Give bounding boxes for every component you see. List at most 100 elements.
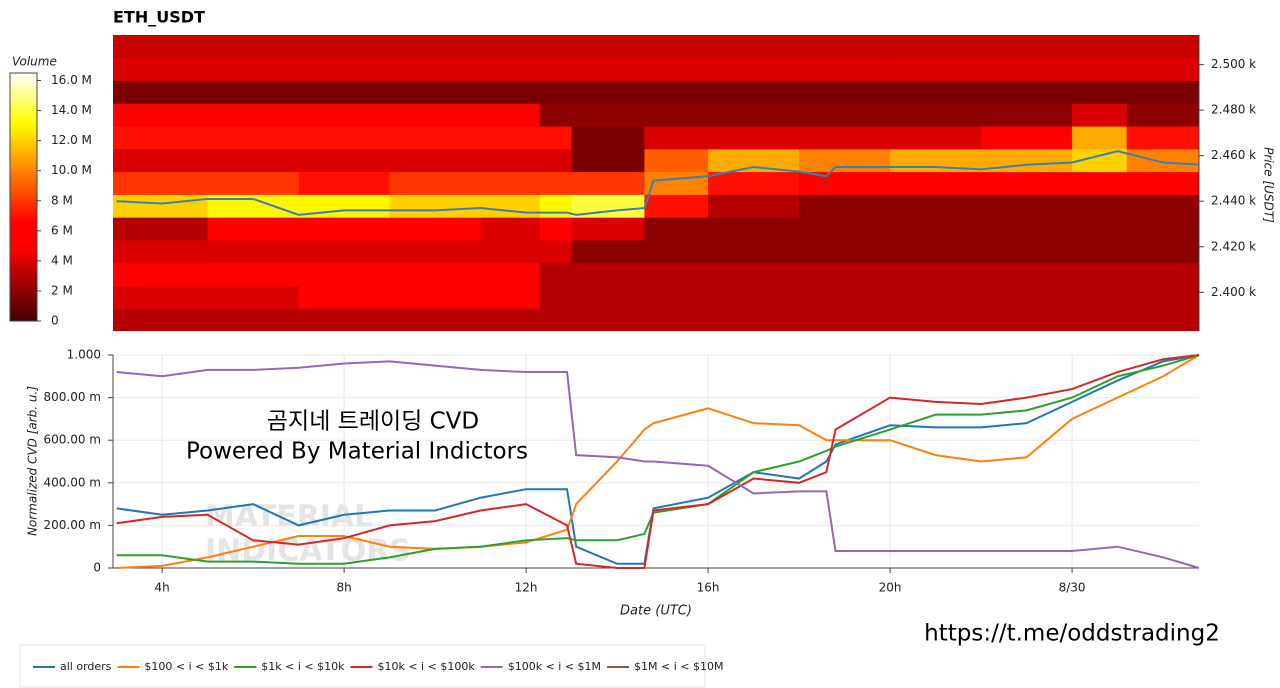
heat-cell [389,308,482,331]
heat-cell [207,194,300,218]
x-tick-label: 4h [155,581,170,595]
watermark: MATERIAL [205,500,373,535]
legend-label: $100k < i < $1M [508,660,601,673]
heat-cell [1072,194,1128,218]
heat-cell [644,239,709,264]
y-tick-label: 1.000 [67,348,101,362]
heat-cell [799,80,891,104]
legend-label: $1M < i < $10M [634,660,723,673]
heat-cell [298,80,391,104]
heat-cell [1072,35,1128,59]
heat-cell [1126,171,1199,195]
heat-cell [480,308,541,331]
heat-cell [571,171,645,195]
heat-cell [1072,126,1128,150]
heat-cell [571,217,645,241]
heat-cell [644,35,709,59]
heat-cell [981,103,1073,127]
heat-cell [207,217,300,241]
heatmap [113,35,1199,331]
heat-cell [708,285,800,309]
heat-cell [207,57,300,82]
series-line [116,354,1200,565]
heat-cell [981,126,1073,150]
heat-cell [799,308,891,331]
heat-cell [1126,35,1199,59]
heat-cell [480,126,541,150]
colorbar-tick-label: 16.0 M [51,73,92,87]
heat-cell [644,194,709,218]
colorbar-label: Volume [12,55,57,69]
heat-cell [207,308,300,331]
heat-cell [298,103,391,127]
heat-cell [1126,262,1199,286]
heat-cell [799,239,891,264]
heat-cell [539,285,573,309]
heat-cell [981,285,1073,309]
heat-cell [644,126,709,150]
y-tick-label: 0 [93,561,101,575]
heat-cell [389,80,482,104]
colorbar-tick-label: 8 M [51,193,73,207]
heat-cell [799,148,891,173]
heat-cell [539,103,573,127]
heat-cell [113,126,209,150]
heat-cell [890,171,982,195]
heat-cell [1072,239,1128,264]
heat-cell [1072,80,1128,104]
heat-cell [571,103,645,127]
y-tick-label: 2.440 k [1211,194,1256,208]
heat-cell [799,262,891,286]
heat-cell [799,217,891,241]
heat-cell [113,103,209,127]
heat-cell [113,262,209,286]
heat-cell [799,285,891,309]
heat-cell [539,262,573,286]
heat-cell [480,194,541,218]
heat-cell [298,57,391,82]
heat-cell [207,171,300,195]
y-axis-label: Price [USDT] [1262,147,1276,223]
heat-cell [571,239,645,264]
heat-cell [113,194,209,218]
heat-cell [644,308,709,331]
heat-cell [539,171,573,195]
heat-cell [981,57,1073,82]
heat-cell [480,171,541,195]
y-tick-label: 2.480 k [1211,103,1256,117]
heat-cell [1126,103,1199,127]
heat-cell [113,285,209,309]
heat-cell [539,308,573,331]
heat-cell [981,239,1073,264]
heat-cell [389,194,482,218]
heat-cell [644,103,709,127]
heat-cell [890,103,982,127]
colorbar-tick-label: 6 M [51,223,73,237]
heat-cell [480,148,541,173]
heat-cell [708,35,800,59]
watermark: INDICATORS [205,534,411,569]
heat-cell [571,35,645,59]
heat-cell [539,57,573,82]
heat-cell [1126,148,1199,173]
heat-cell [1072,148,1128,173]
heat-cell [708,126,800,150]
heat-cell [799,171,891,195]
heat-cell [1072,57,1128,82]
heat-cell [389,103,482,127]
legend-label: $10k < i < $100k [377,660,475,673]
heat-cell [708,80,800,104]
heat-cell [539,194,573,218]
series-line [116,354,1200,569]
colorbar-tick-label: 12.0 M [51,133,92,147]
heat-cell [981,308,1073,331]
heat-cell [1072,103,1128,127]
heat-cell [1126,57,1199,82]
heat-cell [480,103,541,127]
y-tick-label: 2.400 k [1211,285,1256,299]
heat-cell [298,217,391,241]
heat-cell [890,308,982,331]
heat-cell [890,194,982,218]
heat-cell [981,217,1073,241]
